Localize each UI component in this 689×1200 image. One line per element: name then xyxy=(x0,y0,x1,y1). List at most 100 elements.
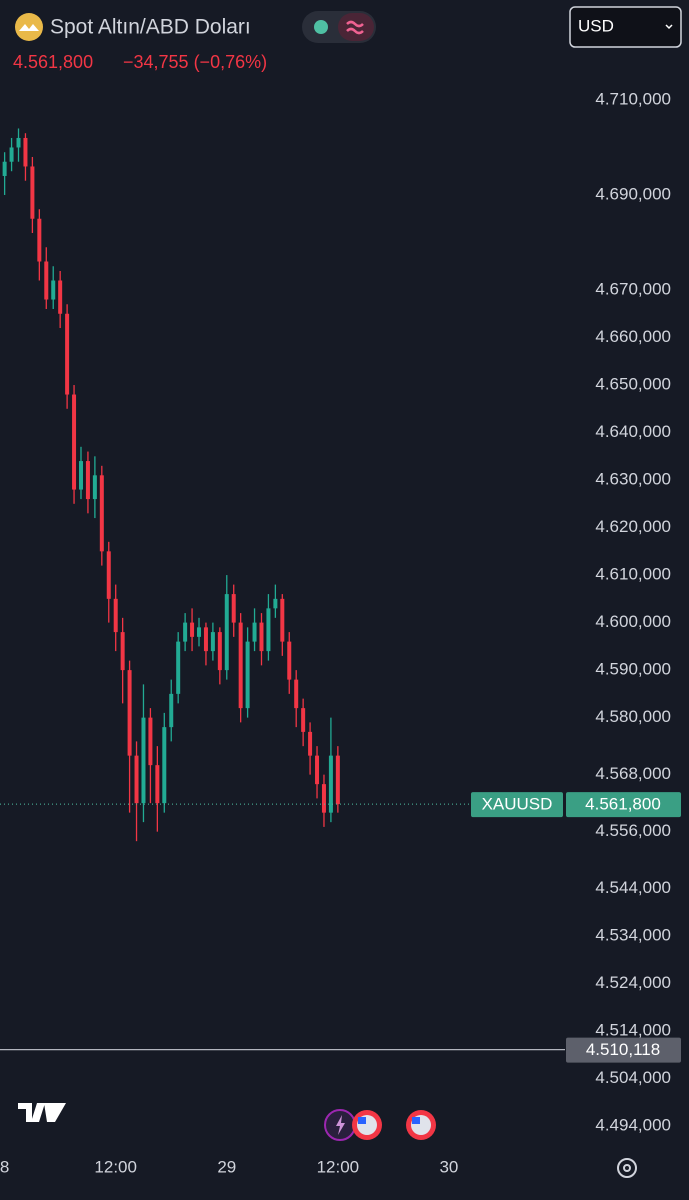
candle-body xyxy=(155,765,160,804)
price-tag-label: 4.561,800 xyxy=(585,795,661,814)
candle-body xyxy=(308,731,313,756)
y-tick-label: 4.534,000 xyxy=(595,926,671,945)
y-tick-label: 4.670,000 xyxy=(595,279,671,298)
y-tick-label: 4.514,000 xyxy=(595,1021,671,1040)
candle-body xyxy=(259,622,264,652)
price-tag xyxy=(566,792,681,818)
y-tick-label: 4.620,000 xyxy=(595,517,671,536)
candle-body xyxy=(127,670,132,756)
symbol-title[interactable]: Spot Altın/ABD Doları xyxy=(50,16,251,39)
y-tick-label: 4.610,000 xyxy=(595,565,671,584)
y-tick-label: 4.590,000 xyxy=(595,660,671,679)
y-tick-label: 4.660,000 xyxy=(595,327,671,346)
y-tick-label: 4.556,000 xyxy=(595,821,671,840)
candle-body xyxy=(78,461,83,490)
candle-body xyxy=(245,641,250,709)
x-tick-label: 12:00 xyxy=(317,1157,360,1176)
y-tick-label: 4.544,000 xyxy=(595,878,671,897)
candle-body xyxy=(231,594,236,623)
candle-body xyxy=(335,755,340,805)
candle-body xyxy=(72,394,77,490)
us-flag-canton xyxy=(358,1117,366,1124)
symbol-icon[interactable] xyxy=(15,13,43,41)
candle-body xyxy=(328,755,333,813)
y-tick-label: 4.568,000 xyxy=(595,764,671,783)
last-price: 4.561,800 xyxy=(13,52,93,72)
price-change: −34,755 (−0,76%) xyxy=(123,52,267,72)
candle-body xyxy=(162,727,167,804)
y-tick-label: 4.524,000 xyxy=(595,973,671,992)
candle-body xyxy=(9,147,14,162)
candle-body xyxy=(183,622,188,642)
level-tag-label: 4.510,118 xyxy=(586,1040,660,1059)
candle-body xyxy=(44,261,49,300)
symbol-tag xyxy=(471,792,563,818)
event-icon-bolt xyxy=(336,1115,345,1135)
y-tick-label: 4.580,000 xyxy=(595,707,671,726)
candle-body xyxy=(190,622,195,637)
y-tick-label: 4.690,000 xyxy=(595,184,671,203)
y-tick-label: 4.650,000 xyxy=(595,375,671,394)
candle-body xyxy=(197,627,202,637)
candle-body xyxy=(85,461,90,500)
candle-body xyxy=(301,708,306,732)
candle-body xyxy=(23,137,28,167)
candle-body xyxy=(37,218,42,262)
dropdown-arrow xyxy=(665,24,673,30)
delay-badge xyxy=(338,13,374,41)
tradingview-logo[interactable] xyxy=(18,1103,66,1122)
x-tick-label: 30 xyxy=(439,1157,458,1176)
candle-body xyxy=(315,755,320,785)
candle-body xyxy=(51,280,56,300)
candle-body xyxy=(65,313,70,395)
candle-body xyxy=(238,622,243,709)
us-flag-canton xyxy=(412,1117,420,1124)
y-tick-label: 4.630,000 xyxy=(595,470,671,489)
candle-body xyxy=(176,641,181,694)
symbol-tag-label: XAUUSD xyxy=(482,795,553,814)
candle-body xyxy=(99,475,104,552)
currency-dropdown[interactable] xyxy=(569,6,682,48)
candle-body xyxy=(134,755,139,804)
candle-body xyxy=(210,632,215,652)
candle-body xyxy=(287,641,292,680)
x-tick-label: 12:00 xyxy=(94,1157,137,1176)
candle-body xyxy=(92,475,97,500)
y-tick-label: 4.640,000 xyxy=(595,422,671,441)
candle-body xyxy=(120,632,125,671)
candle-body xyxy=(16,137,21,148)
delay-icon xyxy=(346,20,364,35)
candle-body xyxy=(252,622,257,642)
candle-body xyxy=(203,627,208,652)
candle-body xyxy=(321,784,326,813)
x-tick-label: 29 xyxy=(217,1157,236,1176)
plot: 4.710,000 4.690,000 4.670,000 4.660,000 4.65… xyxy=(0,89,681,1176)
candle-body xyxy=(273,598,278,609)
y-tick-label: 4.504,000 xyxy=(595,1068,671,1087)
candle-body xyxy=(106,551,111,599)
candle-body xyxy=(148,717,153,766)
settings-icon-core xyxy=(623,1164,631,1172)
candle-body xyxy=(141,717,146,804)
candle-body xyxy=(58,280,63,314)
candle-body xyxy=(224,594,229,671)
market-status-dot xyxy=(314,20,328,34)
x-tick-label: 8 xyxy=(0,1157,9,1176)
symbol-icon-art xyxy=(19,24,39,31)
candle-body xyxy=(169,693,174,728)
candle-body xyxy=(217,632,222,671)
candle-body xyxy=(266,608,271,652)
settings-icon[interactable] xyxy=(617,1158,637,1178)
candle-body xyxy=(280,598,285,642)
candle-body xyxy=(2,161,7,176)
y-tick-label: 4.494,000 xyxy=(595,1116,671,1135)
candle-body xyxy=(30,166,35,219)
candle-body xyxy=(113,598,118,633)
y-tick-label: 4.710,000 xyxy=(595,89,671,108)
currency-label: USD xyxy=(578,16,614,35)
level-tag xyxy=(566,1037,681,1063)
y-tick-label: 4.600,000 xyxy=(595,612,671,631)
